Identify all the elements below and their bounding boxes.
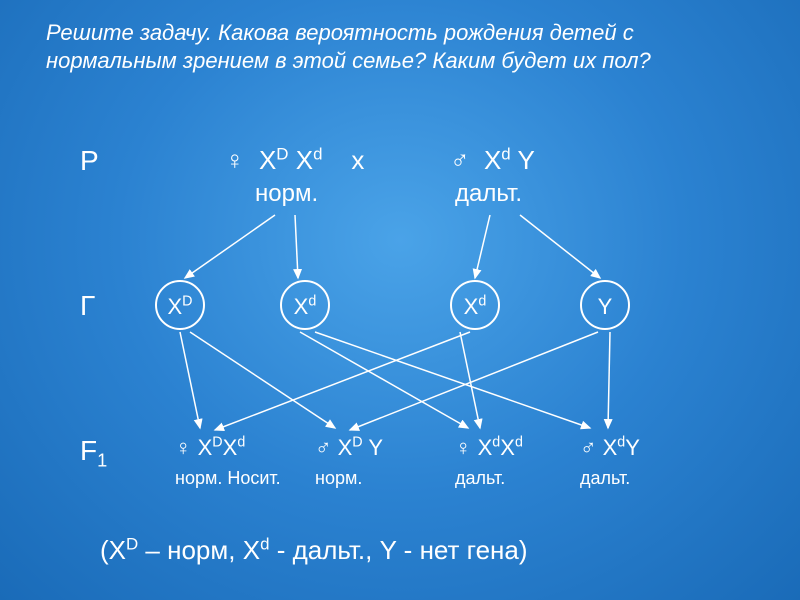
f1-geno-1: ♂ XD Y xyxy=(315,435,383,461)
female-geno: XD Xd xyxy=(259,145,323,175)
gamete-0: XD xyxy=(155,280,205,330)
f1-pheno-1: норм. xyxy=(315,468,362,489)
male-pheno: дальт. xyxy=(455,180,522,208)
female-symbol: ♀ xyxy=(225,145,245,175)
f1-geno-2: ♀ XdXd xyxy=(455,435,523,461)
f1-pheno-3: дальт. xyxy=(580,468,630,489)
female-pheno: норм. xyxy=(255,180,318,208)
row-label-P: P xyxy=(80,145,99,177)
cross-symbol: x xyxy=(351,145,364,175)
male-geno: Xd Y xyxy=(484,145,535,175)
parent-female: ♀ XD Xd x xyxy=(225,145,364,176)
gamete-1: Xd xyxy=(280,280,330,330)
title-line-2: нормальным зрением в этой семье? Каким б… xyxy=(46,48,651,74)
parent-male: ♂ Xd Y xyxy=(450,145,535,176)
title-line-1: Решите задачу. Какова вероятность рожден… xyxy=(46,20,634,46)
arrows-svg xyxy=(0,0,800,600)
f1-geno-3: ♂ XdY xyxy=(580,435,640,461)
f1-index: 1 xyxy=(97,451,107,471)
legend-footer: (XD – норм, Xd - дальт., Y - нет гена) xyxy=(100,535,528,566)
f1-pheno-2: дальт. xyxy=(455,468,505,489)
row-label-F1: F1 xyxy=(80,435,107,467)
f1-prefix: F xyxy=(80,435,97,466)
gamete-2: Xd xyxy=(450,280,500,330)
f1-pheno-0: норм. Носит. xyxy=(175,468,281,489)
male-symbol: ♂ xyxy=(450,145,470,175)
f1-geno-0: ♀ XDXd xyxy=(175,435,245,461)
gamete-3: Y xyxy=(580,280,630,330)
row-label-G: Г xyxy=(80,290,95,322)
